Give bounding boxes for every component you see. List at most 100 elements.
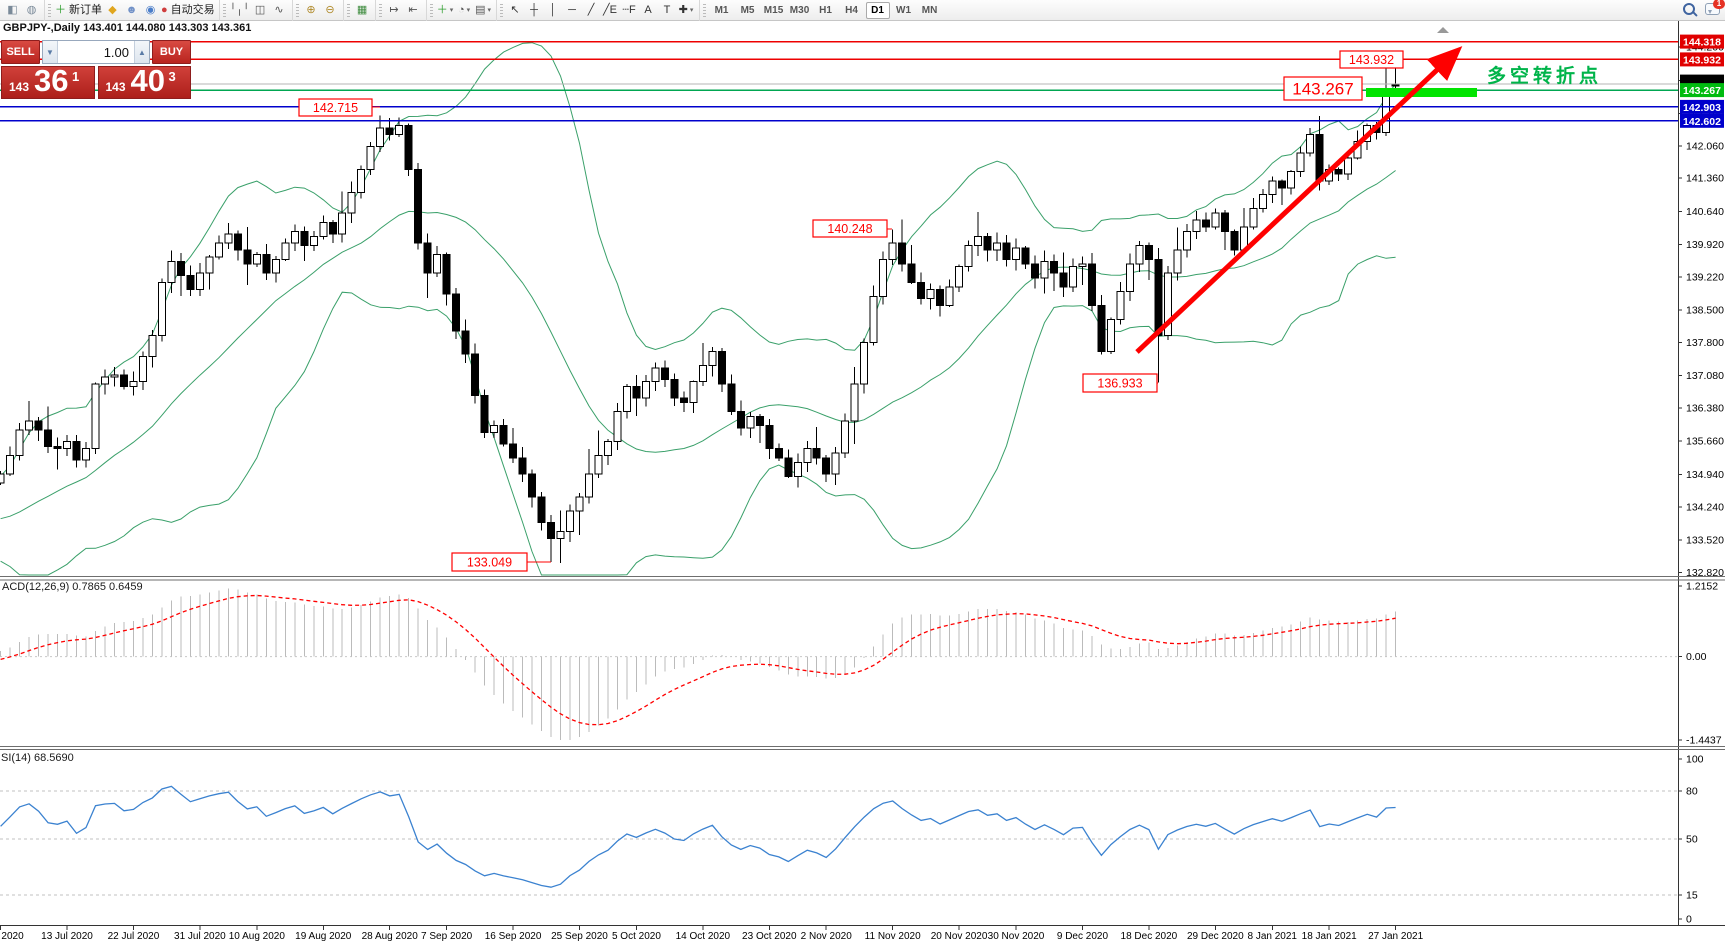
horizontal-line-icon: ─ — [568, 3, 576, 16]
zoom-out-icon[interactable]: ⊖ — [322, 2, 339, 19]
time-axis[interactable]: 2 Jul 2020 13 Jul 2020 22 Jul 2020 31 Jul 2… — [0, 926, 1424, 942]
price-axis-background — [1679, 21, 1725, 945]
horizontal-line-icon[interactable]: ─ — [564, 2, 581, 19]
candlestick-chart-icon[interactable]: ◫ — [252, 2, 269, 19]
chat-icon[interactable]: ☻ — [123, 2, 140, 19]
time-axis-label: 25 Sep 2020 — [551, 931, 608, 942]
cursor-icon[interactable]: ↖ — [507, 2, 524, 19]
bar-chart-icon: ╵╷╵ — [229, 3, 250, 16]
bull-candle — [575, 496, 584, 512]
price-label-annotation[interactable]: 133.049 — [451, 552, 551, 572]
time-axis-label: 19 Aug 2020 — [295, 931, 352, 942]
chart-preview-icon[interactable]: ◍ — [23, 2, 40, 19]
timeframe-d1-button[interactable]: D1 — [865, 1, 890, 19]
ask-price-prefix: 143 — [105, 80, 126, 94]
dropdown-arrow-icon[interactable]: ▾ — [487, 6, 491, 14]
timeframe-m30-button[interactable]: M30 — [789, 4, 810, 16]
bull-candle — [63, 441, 72, 450]
bull-candle — [746, 415, 755, 429]
bid-price-display[interactable]: 143 36 1 — [1, 66, 95, 99]
timeframe-m5-button[interactable]: M5 — [740, 4, 755, 16]
trend-arrow[interactable] — [1135, 46, 1463, 354]
fibonacci-icon[interactable]: ┄F — [621, 2, 638, 19]
rsi-indicator-label: SI(14) 68.5690 — [1, 752, 74, 764]
zoom-in-icon[interactable]: ⊕ — [303, 2, 320, 19]
bear-candle — [243, 249, 252, 265]
bear-candle — [755, 415, 764, 427]
svg-text:80: 80 — [1686, 786, 1698, 798]
price-label-annotation[interactable]: 143.932 — [1339, 50, 1404, 69]
chart-shift-icon[interactable]: ⇤ — [405, 2, 422, 19]
dropdown-arrow-icon[interactable]: ▾ — [466, 6, 471, 14]
styler-icon[interactable]: ◆ — [104, 2, 121, 19]
svg-text:134.240: 134.240 — [1686, 501, 1724, 513]
periods-icon[interactable]: ◔ ▾ — [456, 2, 473, 19]
arrows-tool-icon[interactable]: ✚ ▾ — [678, 2, 695, 19]
time-axis-label: 18 Jan 2021 — [1302, 931, 1357, 942]
ask-price-pipette: 3 — [168, 69, 176, 84]
timeframe-h4-button[interactable]: H4 — [845, 4, 858, 16]
bar-chart-icon[interactable]: ╵╷╵ — [230, 2, 250, 19]
svg-text:50: 50 — [1686, 834, 1698, 846]
time-axis-label: 7 Sep 2020 — [421, 931, 473, 942]
green-highlight-bar[interactable] — [1366, 88, 1477, 97]
line-chart-icon[interactable]: ∿ — [271, 2, 288, 19]
dropdown-arrow-icon[interactable]: ▾ — [689, 6, 694, 14]
svg-text:142.715: 142.715 — [313, 101, 358, 115]
bull-candle — [205, 256, 214, 274]
timeframe-w1-button[interactable]: W1 — [896, 4, 912, 16]
auto-scroll-icon[interactable]: ↦ — [386, 2, 403, 19]
trendline-icon[interactable]: ╱ — [583, 2, 600, 19]
tile-windows-icon[interactable]: ▦ — [354, 2, 371, 19]
timeframe-m15-button[interactable]: M15 — [763, 4, 784, 16]
notifications-icon[interactable]: 1 — [1705, 0, 1725, 15]
sell-button[interactable]: SELL — [1, 40, 40, 64]
new-order-button[interactable]: ＋新订单 — [55, 2, 102, 19]
templates-icon[interactable]: ▤ ▾ — [475, 2, 492, 19]
bull-candle — [1078, 263, 1087, 267]
search-icon[interactable] — [1683, 3, 1695, 15]
text-label-icon[interactable]: T — [659, 2, 676, 19]
bear-candle — [907, 263, 916, 283]
price-label-annotation[interactable]: 136.933 — [1082, 373, 1158, 393]
bull-candle — [395, 125, 404, 136]
text-icon[interactable]: A — [640, 2, 657, 19]
bull-candle — [803, 448, 812, 463]
svg-text:132.820: 132.820 — [1686, 567, 1724, 579]
equidistant-channel-icon[interactable]: ╱E — [602, 2, 619, 19]
chinese-note-annotation[interactable]: 多空转折点 — [1487, 66, 1603, 87]
bear-candle — [1031, 263, 1040, 279]
price-label-annotation[interactable]: 143.267 — [1283, 76, 1363, 101]
bull-candle — [110, 374, 119, 378]
timeframe-h1-button[interactable]: H1 — [819, 4, 832, 16]
bull-candle — [641, 381, 650, 399]
price-label-annotation[interactable]: 140.248 — [812, 219, 892, 238]
vertical-line-icon[interactable]: │ — [545, 2, 562, 19]
svg-text:143.267: 143.267 — [1292, 80, 1353, 99]
volume-increase-button[interactable]: ▲ — [134, 41, 149, 63]
autotrading-button[interactable]: ● 自动交易 — [161, 2, 215, 19]
indicators-icon[interactable]: ＋ ▾ — [437, 2, 454, 19]
bull-candle — [1182, 231, 1191, 251]
timeframe-m1-button[interactable]: M1 — [714, 4, 729, 16]
dropdown-arrow-icon[interactable]: ▾ — [449, 6, 454, 14]
volume-input[interactable] — [58, 41, 134, 63]
volume-decrease-button[interactable]: ▼ — [43, 41, 58, 63]
svg-text:140.248: 140.248 — [827, 222, 872, 236]
equidistant-channel-icon: ╱E — [603, 3, 618, 16]
buy-button[interactable]: BUY — [152, 40, 191, 64]
indicators-icon: ＋ — [436, 3, 448, 16]
bid-price-pipette: 1 — [72, 69, 80, 84]
bear-candle — [537, 496, 546, 523]
crosshair-icon[interactable]: ┼ — [526, 2, 543, 19]
macd-histogram — [0, 588, 1397, 741]
price-marker-144.318: 144.318 — [1680, 34, 1724, 49]
signals-icon[interactable]: ◉ — [142, 2, 159, 19]
bull-candle — [955, 265, 964, 288]
price-label-annotation[interactable]: 142.715 — [298, 98, 380, 117]
timeframe-mn-button[interactable]: MN — [921, 4, 938, 16]
ask-price-display[interactable]: 143 40 3 — [97, 66, 191, 99]
bull-candle — [850, 383, 859, 422]
new-chart-icon[interactable]: ◧ — [4, 2, 21, 19]
